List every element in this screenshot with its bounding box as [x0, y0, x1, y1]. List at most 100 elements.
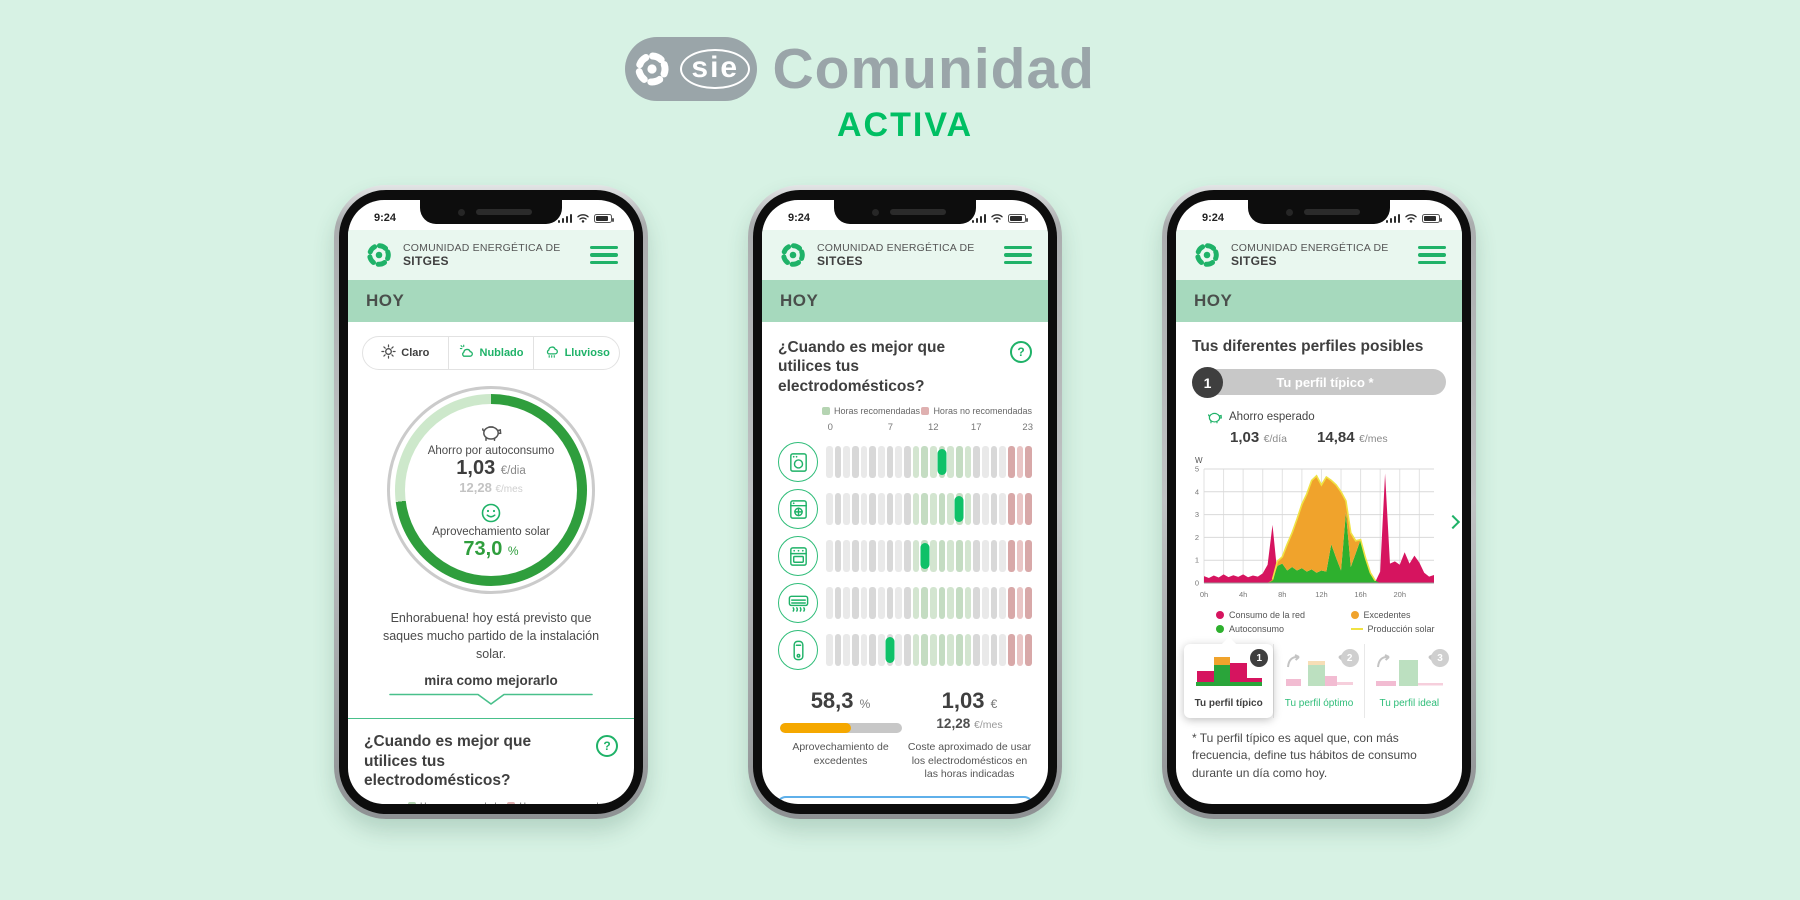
hour-label: 12 [927, 422, 939, 434]
surplus-progress-bar [779, 723, 902, 734]
svg-text:1: 1 [1195, 556, 1199, 565]
tab-number-badge: 3 [1430, 649, 1449, 667]
hour-slot [878, 634, 885, 667]
hour-label: 7 [887, 422, 894, 434]
profile-tab-3[interactable]: 3 Tu perfil ideal [1363, 644, 1454, 718]
hour-slot [834, 493, 842, 526]
hour-slot-track [826, 493, 1033, 526]
hour-slot [826, 540, 833, 573]
sie-logo-pill: sie [625, 37, 757, 101]
menu-button[interactable] [1004, 245, 1032, 265]
hour-slot [990, 634, 998, 667]
hour-slot [1016, 634, 1024, 667]
status-bar: 9:24 [762, 200, 1048, 230]
hour-slot [956, 540, 963, 573]
app-bar: COMUNIDAD ENERGÉTICA DE SITGES [762, 230, 1048, 280]
cost-month-value: 12,28 [936, 716, 971, 732]
notch [420, 200, 562, 224]
hour-slot [852, 446, 859, 479]
hour-slot [1016, 446, 1024, 479]
speaker-slot [1304, 209, 1360, 215]
hour-slot [930, 634, 937, 667]
next-profile-arrow-icon[interactable] [1445, 514, 1461, 530]
washing-machine-icon [778, 442, 818, 483]
hour-slot [826, 446, 833, 479]
best-hour-pill [937, 449, 947, 476]
logo-subtitle: ACTIVA [837, 106, 974, 144]
weather-option-lluvioso[interactable]: Lluvioso [533, 337, 619, 369]
chart-legend-item: Excedentes [1350, 610, 1452, 620]
profile-pill-label: Tu perfil típico * [1204, 369, 1446, 395]
legend-swatch [408, 801, 416, 804]
legend-swatch [507, 801, 516, 804]
phone-2: 9:24 COMUNIDAD ENERGÉTICA DE SITGES [748, 185, 1062, 819]
profile-tab-2[interactable]: 2 Tu perfil óptimo [1273, 644, 1364, 718]
page-title-bar: HOY [348, 280, 634, 322]
hour-slot [834, 634, 842, 667]
battery-icon [1008, 214, 1028, 223]
menu-button[interactable] [1418, 245, 1446, 265]
solar-usage-label: Aprovechamiento solar [432, 525, 550, 538]
appliance-row [778, 536, 1033, 577]
hour-slot-track [826, 540, 1033, 573]
app-bar: COMUNIDAD ENERGÉTICA DE SITGES [1176, 230, 1462, 280]
hour-slot [973, 446, 981, 479]
phone-2-screen: 9:24 COMUNIDAD ENERGÉTICA DE SITGES [762, 200, 1048, 804]
status-time: 9:24 [374, 212, 397, 224]
svg-text:2: 2 [1195, 533, 1199, 542]
hour-slot [895, 446, 903, 479]
metrics-row: 58,3 % Aprovechamiento de excedentes 1,0… [762, 688, 1048, 782]
info-box: i info Los excedentes se producen en las… [776, 796, 1034, 804]
svg-text:4: 4 [1195, 487, 1199, 496]
hour-slot [869, 587, 877, 620]
app-title-line1: COMUNIDAD ENERGÉTICA DE [403, 241, 561, 254]
hour-slot-track [826, 446, 1033, 479]
hour-slot [886, 446, 894, 479]
hour-slot [956, 446, 963, 479]
hour-slot [869, 540, 877, 573]
page-title: HOY [780, 291, 819, 310]
hour-slot [1025, 634, 1033, 667]
cost-day-unit: € [990, 697, 998, 712]
hour-slot [1008, 587, 1015, 620]
svg-text:5: 5 [1195, 465, 1199, 474]
hour-slot [904, 587, 911, 620]
hour-slot [1016, 587, 1024, 620]
hour-label: 23 [1022, 422, 1033, 434]
hour-slot [973, 493, 981, 526]
surplus-metric: 58,3 % Aprovechamiento de excedentes [776, 688, 905, 782]
expand-chevron-icon[interactable] [388, 692, 594, 707]
chart-legend-item: Producción solar [1350, 624, 1452, 634]
chart-legend: Consumo de la red Excedentes Autoconsumo Pr… [1216, 610, 1452, 634]
hour-slot [904, 634, 911, 667]
improve-link[interactable]: mira como mejorarlo [424, 673, 558, 689]
hour-slot [1025, 446, 1033, 479]
community-logo-icon [781, 243, 805, 267]
weather-option-claro[interactable]: Claro [363, 337, 448, 369]
hour-slot [826, 634, 833, 667]
savings-month-unit: €/mes [495, 483, 523, 495]
appliance-row [778, 630, 1033, 671]
wifi-icon [1405, 214, 1417, 223]
legend-dot-swatch [1216, 611, 1224, 619]
phone-1-screen: 9:24 COMUNIDAD ENERGÉTICA DE SITGES [348, 200, 634, 804]
cost-day-value: 1,03 [941, 688, 985, 714]
app-title-line2: SITGES [1231, 254, 1277, 269]
hour-slot [990, 446, 998, 479]
help-icon[interactable]: ? [596, 735, 618, 758]
weather-option-nublado[interactable]: Nublado [447, 337, 534, 369]
hour-slot [990, 493, 998, 526]
menu-button[interactable] [590, 245, 618, 265]
hour-slot [947, 493, 955, 526]
app-title-line2: SITGES [817, 254, 863, 269]
profile-mini-chart [1376, 654, 1444, 686]
savings-month-value: 14,84 [1317, 429, 1355, 446]
chart-legend-item: Consumo de la red [1216, 610, 1351, 620]
forecast-message: Enhorabuena! hoy está previsto que saque… [382, 611, 600, 662]
legend-item: Horas recomendadas [408, 801, 506, 804]
sie-flower-icon [635, 52, 669, 86]
legend-item: Horas no recomendadas [921, 406, 1032, 416]
profile-tab-1[interactable]: 1 Tu perfil típico [1184, 644, 1274, 718]
help-icon[interactable]: ? [1010, 341, 1032, 363]
